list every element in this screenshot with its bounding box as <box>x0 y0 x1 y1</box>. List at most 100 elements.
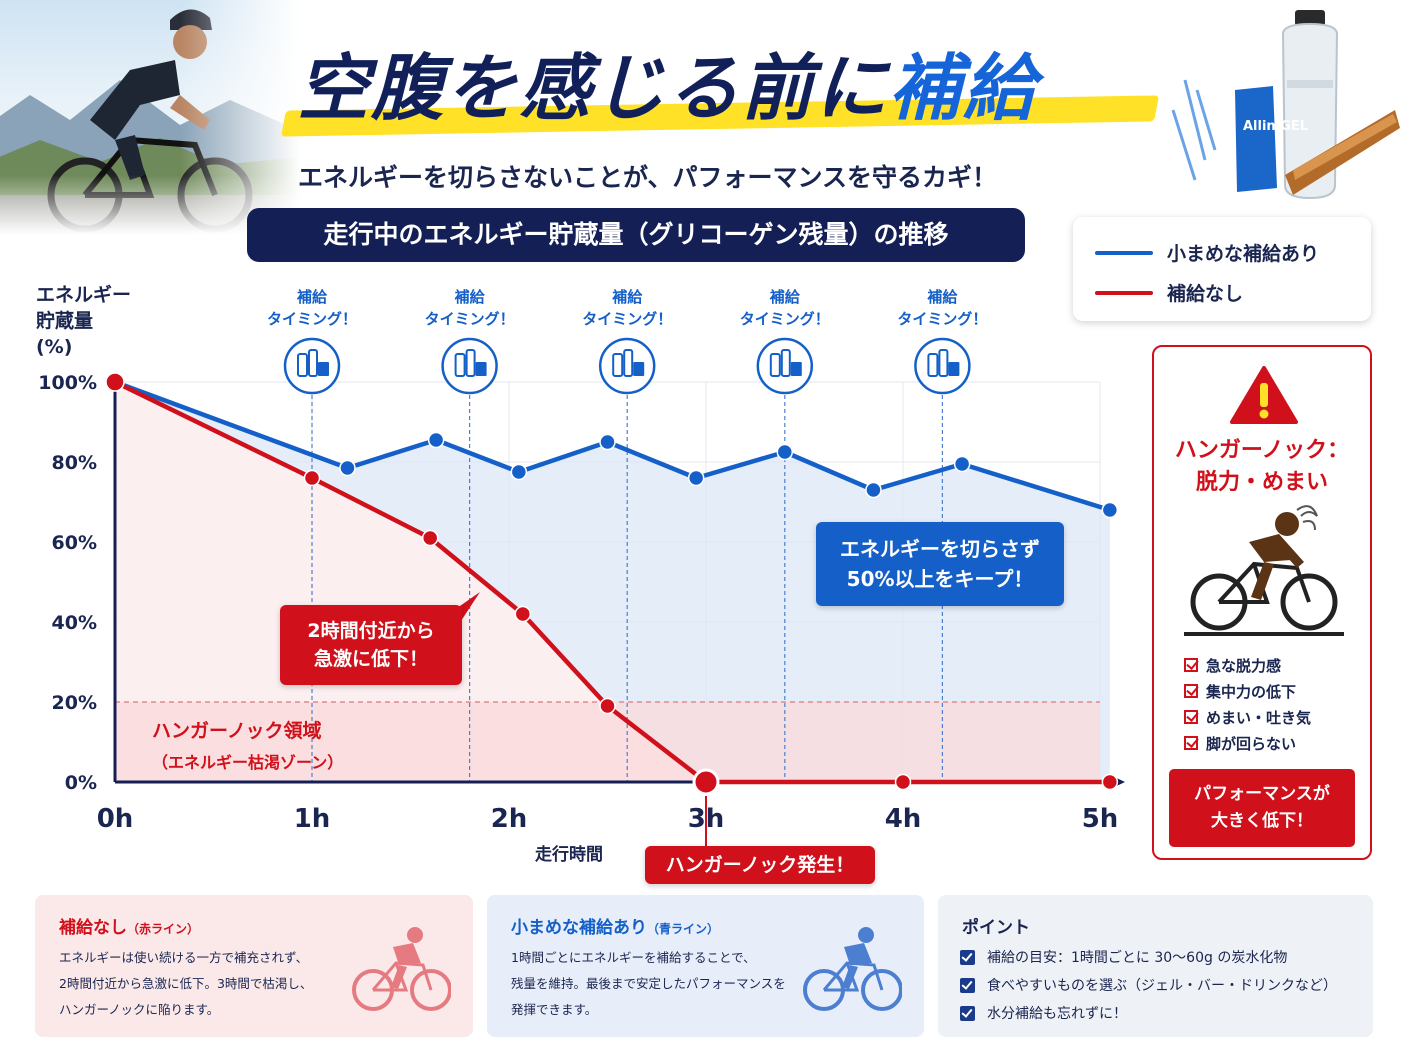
refuel-label-line1: 補給 <box>611 288 643 306</box>
point-text: 補給の目安：1時間ごとに 30〜60g の炭水化物 <box>987 950 1288 966</box>
y-tick-label: 60% <box>52 532 97 554</box>
gel-icon <box>623 349 634 377</box>
card-title-note: （赤ライン） <box>127 922 200 936</box>
hunger-event-point <box>692 768 720 796</box>
card-line: ハンガーノックに陥ります。 <box>59 1002 220 1017</box>
warning-title-line2: 脱力・めまい <box>1195 470 1328 495</box>
refuel-label-line1: 補給 <box>454 288 486 306</box>
symptom-item: 集中力の低下 <box>1184 678 1311 704</box>
performance-drop-badge: パフォーマンスが 大きく低下！ <box>1169 769 1355 847</box>
checkbox-icon <box>1184 710 1198 724</box>
hunger-zone-title: ハンガーノック領域 <box>152 720 322 742</box>
y-axis-label-text: エネルギー 貯蔵量 (%) <box>36 284 132 358</box>
bar-icon <box>318 362 329 376</box>
y-tick-label: 100% <box>38 372 97 394</box>
legend: 小まめな補給あり 補給なし <box>1073 217 1371 321</box>
point-list: 補給の目安：1時間ごとに 30〜60g の炭水化物 食べやすいものを選ぶ（ジェル… <box>960 943 1337 1027</box>
card-refuel: 小まめな補給あり（青ライン） 1時間ごとにエネルギーを補給することで、 残量を維… <box>487 895 924 1037</box>
point-item: 水分補給も忘れずに！ <box>960 999 1337 1027</box>
card-body: 1時間ごとにエネルギーを補給することで、 残量を維持。最後まで安定したパフォーマ… <box>511 945 786 1023</box>
annotation-blue: エネルギーを切らさず 50%以上をキープ！ <box>816 522 1064 606</box>
card-line: 1時間ごとにエネルギーを補給することで、 <box>511 950 756 965</box>
point-text: 食べやすいものを選ぶ（ジェル・バー・ドリンクなど） <box>987 978 1337 994</box>
gel-label: Allin GEL <box>1243 119 1308 134</box>
x-tick-label: 1h <box>294 804 331 834</box>
warning-title-line1: ハンガーノック： <box>1174 438 1350 463</box>
bottle-icon <box>927 353 939 377</box>
warning-panel: ハンガーノック： 脱力・めまい 急な脱力感 集中力の低下 めまい・吐き気 脚が回… <box>1152 345 1372 860</box>
card-points: ポイント 補給の目安：1時間ごとに 30〜60g の炭水化物 食べやすいものを選… <box>938 895 1373 1037</box>
refuel-label-line1: 補給 <box>926 288 958 306</box>
gel-icon <box>780 349 791 377</box>
checkbox-icon <box>1184 736 1198 750</box>
hero-photo <box>0 0 300 235</box>
series-blue-point <box>1101 501 1119 519</box>
refuel-label-line1: 補給 <box>769 288 801 306</box>
x-axis-label: 走行時間 <box>535 845 603 865</box>
series-red-point <box>599 697 616 715</box>
hunger-zone-label: ハンガーノック領域 （エネルギー枯渇ゾーン） <box>152 716 343 773</box>
annotation-red-line2: 急激に低下！ <box>313 648 428 670</box>
x-tick-label: 0h <box>97 804 134 834</box>
gel-icon <box>465 349 476 377</box>
annotation-blue-line2: 50%以上をキープ！ <box>846 567 1034 591</box>
hunger-event-label: ハンガーノック発生！ <box>645 846 875 884</box>
refuel-label-line2: タイミング！ <box>267 310 357 328</box>
hunger-zone <box>115 702 1100 782</box>
point-item: 補給の目安：1時間ごとに 30〜60g の炭水化物 <box>960 943 1337 971</box>
legend-label-red: 補給なし <box>1167 283 1244 305</box>
bar-icon <box>475 362 487 376</box>
cyclist-blue-icon <box>803 927 902 1011</box>
y-tick-label: 20% <box>52 692 97 714</box>
series-red-point <box>514 605 532 623</box>
symptom-item: 脚が回らない <box>1184 730 1311 756</box>
main-title-block: 空腹を感じる前に補給 <box>280 25 1165 137</box>
series-red-line <box>114 379 1110 785</box>
series-red-point <box>1101 773 1119 791</box>
gel-icon <box>938 349 949 377</box>
series-blue-point <box>865 481 882 499</box>
symptom-list: 急な脱力感 集中力の低下 めまい・吐き気 脚が回らない <box>1184 652 1311 756</box>
bottle-icon <box>612 353 624 377</box>
checkbox-icon <box>1184 684 1198 698</box>
bottle-icon <box>769 353 781 377</box>
series-blue-point <box>953 455 971 473</box>
card-title-text: 補給なし <box>59 918 127 938</box>
card-title: 補給なし（赤ライン） <box>59 913 199 938</box>
badge-line2: 大きく低下！ <box>1211 811 1313 831</box>
card-title: 小まめな補給あり（青ライン） <box>511 913 719 938</box>
bar-icon <box>790 362 802 376</box>
legend-swatch-blue <box>1095 250 1153 255</box>
hunger-zone-subtitle: （エネルギー枯渇ゾーン） <box>152 753 344 772</box>
series-red-point <box>894 773 912 791</box>
cyclist-red-icon <box>352 927 451 1011</box>
card-no-refuel: 補給なし（赤ライン） エネルギーは使い続ける一方で補充されず、 2時間付近から急… <box>35 895 473 1037</box>
warning-triangle-icon <box>1230 366 1298 424</box>
card-line: 残量を維持。最後まで安定したパフォーマンスを <box>511 976 786 991</box>
legend-swatch-red <box>1095 290 1153 295</box>
y-axis-label: エネルギー 貯蔵量 (%) <box>36 282 156 360</box>
card-title-note: （青ライン） <box>647 922 720 936</box>
refuel-label-line2: タイミング！ <box>897 310 987 328</box>
series-blue-point <box>599 433 616 451</box>
series-red-point <box>105 372 125 392</box>
subtitle: エネルギーを切らさないことが、パフォーマンスを守るカギ！ <box>298 163 998 192</box>
main-title: 空腹を感じる前に補給 <box>297 46 1038 130</box>
card-title: ポイント <box>962 918 1030 938</box>
dizzy-cyclist-icon <box>1184 505 1344 636</box>
badge-line1: パフォーマンスが <box>1194 784 1330 804</box>
legend-label-blue: 小まめな補給あり <box>1167 243 1320 265</box>
series-red-point <box>303 469 321 487</box>
x-tick-label: 2h <box>491 804 528 834</box>
symptom-item: めまい・吐き気 <box>1184 704 1311 730</box>
card-body: エネルギーは使い続ける一方で補充されず、 2時間付近から急激に低下。3時間で枯渇… <box>59 945 312 1023</box>
bottle-icon <box>454 353 466 377</box>
refuel-label-line2: タイミング！ <box>582 310 672 328</box>
gel-icon <box>308 349 318 377</box>
point-text: 水分補給も忘れずに！ <box>987 1006 1127 1022</box>
bar-icon <box>633 362 645 376</box>
symptom-text: めまい・吐き気 <box>1206 708 1312 727</box>
annotation-red: 2時間付近から 急激に低下！ <box>280 605 462 685</box>
symptom-text: 脚が回らない <box>1206 734 1297 753</box>
bottle-icon <box>297 353 308 377</box>
